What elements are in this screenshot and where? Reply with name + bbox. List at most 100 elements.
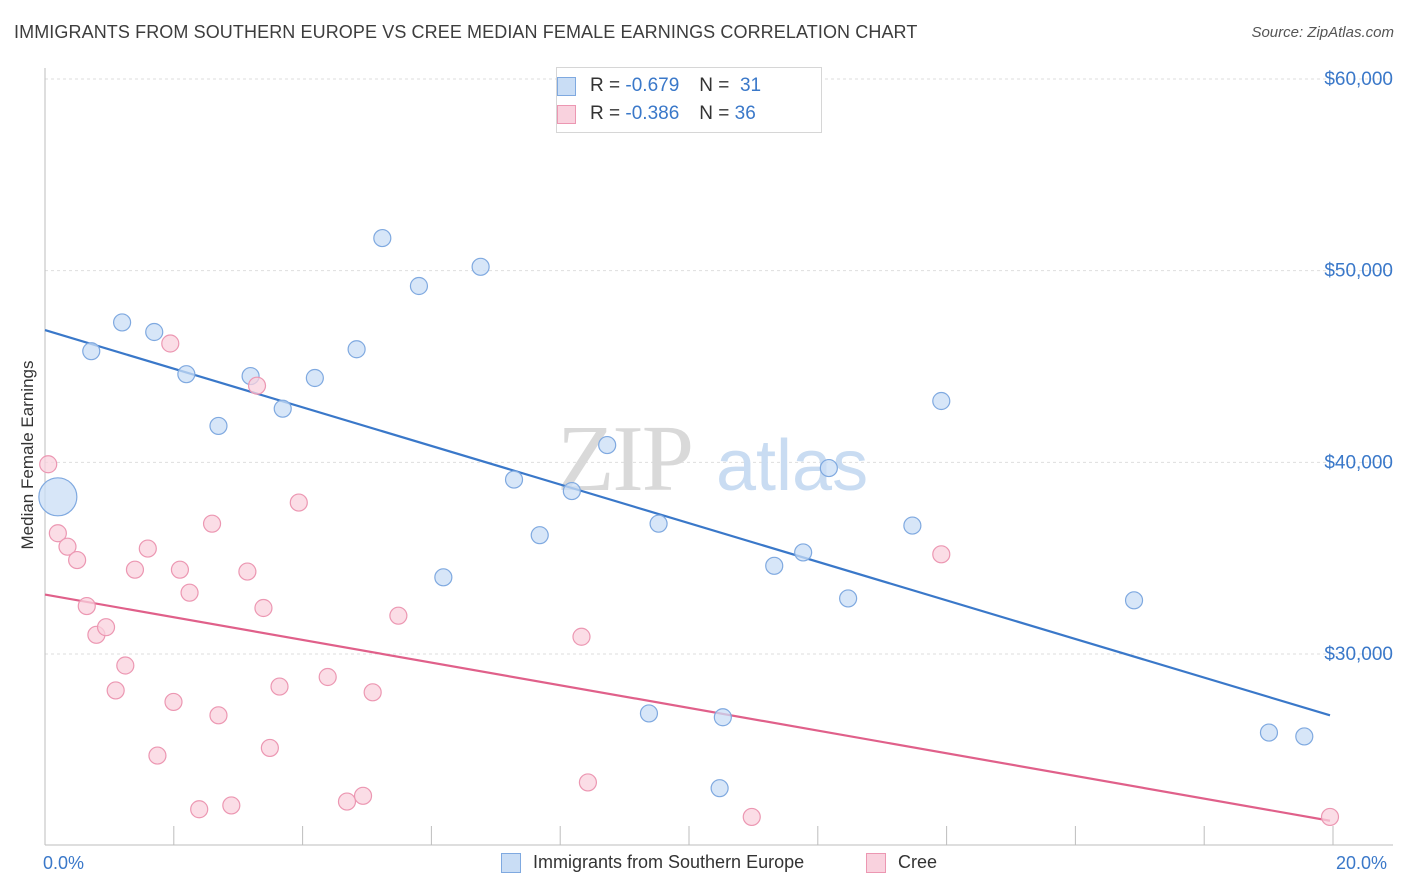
data-point bbox=[839, 589, 858, 608]
data-point bbox=[145, 322, 164, 342]
y-tick-labels: $30,000 $40,000 $50,000 $60,000 bbox=[1324, 69, 1393, 665]
data-point bbox=[106, 681, 125, 700]
data-point bbox=[1124, 591, 1144, 610]
data-point bbox=[161, 334, 180, 353]
data-point bbox=[170, 560, 190, 579]
chart-source: Source: ZipAtlas.com bbox=[1251, 24, 1394, 41]
data-point bbox=[190, 800, 209, 819]
data-point bbox=[471, 257, 490, 276]
y-tick-label: $40,000 bbox=[1324, 452, 1393, 473]
data-point bbox=[138, 539, 157, 558]
data-point bbox=[572, 627, 591, 646]
data-point bbox=[765, 556, 784, 575]
data-point bbox=[58, 537, 77, 556]
series-legend-label: Cree bbox=[898, 852, 938, 872]
data-point bbox=[713, 708, 732, 727]
y-tick-label: $60,000 bbox=[1324, 69, 1393, 90]
data-point bbox=[903, 516, 922, 535]
x-tick-max: 20.0% bbox=[1336, 853, 1388, 873]
data-point bbox=[82, 342, 101, 361]
data-point bbox=[289, 493, 308, 512]
data-point bbox=[222, 796, 241, 815]
data-point bbox=[180, 583, 199, 602]
watermark: ZIP atlas bbox=[557, 407, 868, 511]
legend-r-value: -0.679 bbox=[625, 75, 680, 96]
legend-row-pink: R = -0.386 N = 36 bbox=[557, 101, 756, 127]
data-point bbox=[96, 618, 116, 637]
legend-r-label: R = bbox=[590, 75, 621, 96]
data-point bbox=[1320, 807, 1340, 827]
data-point bbox=[932, 545, 951, 564]
data-point bbox=[305, 368, 324, 388]
data-point bbox=[116, 656, 135, 675]
data-point bbox=[373, 228, 392, 248]
legend-swatch-pink bbox=[557, 104, 576, 124]
data-point bbox=[125, 560, 145, 579]
data-point bbox=[247, 376, 267, 395]
data-point bbox=[598, 435, 617, 455]
chart-title: IMMIGRANTS FROM SOUTHERN EUROPE VS CREE … bbox=[14, 22, 918, 42]
series-swatch-blue bbox=[501, 852, 521, 873]
data-point bbox=[148, 746, 167, 765]
data-points bbox=[38, 228, 1340, 827]
series-swatch-pink bbox=[866, 852, 886, 873]
legend-n-value: 36 bbox=[734, 103, 756, 124]
data-point bbox=[48, 524, 67, 543]
data-point bbox=[1259, 723, 1279, 742]
legend-n-label: N = bbox=[699, 75, 730, 96]
y-tick-label: $30,000 bbox=[1324, 644, 1393, 665]
data-point bbox=[504, 470, 524, 489]
watermark-atlas: atlas bbox=[716, 426, 868, 506]
x-tick-min: 0.0% bbox=[43, 853, 85, 873]
data-point bbox=[389, 606, 408, 625]
data-point bbox=[209, 416, 228, 436]
data-point bbox=[794, 543, 813, 562]
data-point bbox=[260, 738, 279, 758]
y-tick-label: $50,000 bbox=[1324, 261, 1393, 282]
data-point bbox=[710, 779, 729, 798]
data-point bbox=[254, 598, 273, 618]
data-point bbox=[742, 807, 761, 827]
data-point bbox=[68, 550, 87, 570]
trend-line bbox=[44, 329, 1331, 717]
data-point bbox=[273, 399, 292, 418]
data-point bbox=[363, 683, 382, 702]
data-point bbox=[639, 704, 659, 723]
data-point bbox=[649, 514, 668, 533]
data-point bbox=[112, 313, 132, 332]
series-legend-item-cree: Cree bbox=[866, 852, 937, 873]
trend-lines bbox=[44, 329, 1331, 822]
series-legend-label: Immigrants from Southern Europe bbox=[533, 852, 805, 872]
correlation-legend: R = -0.679 N = 31 R = -0.386 N = 36 bbox=[556, 67, 822, 133]
data-point bbox=[177, 365, 196, 384]
data-point bbox=[337, 792, 357, 811]
data-point bbox=[270, 677, 289, 696]
data-point bbox=[819, 458, 838, 478]
data-point bbox=[562, 481, 581, 501]
y-axis-label: Median Female Earnings bbox=[18, 360, 37, 550]
data-point bbox=[209, 706, 228, 725]
data-point bbox=[238, 562, 257, 581]
data-point bbox=[77, 596, 96, 616]
series-legend: Immigrants from Southern Europe Cree bbox=[0, 852, 1406, 878]
series-legend-item-immigrants: Immigrants from Southern Europe bbox=[501, 852, 804, 873]
legend-r-value: -0.386 bbox=[625, 103, 680, 124]
data-point bbox=[38, 477, 78, 517]
data-point bbox=[1295, 727, 1314, 746]
data-point bbox=[164, 692, 183, 712]
data-point bbox=[353, 786, 373, 805]
data-point bbox=[39, 455, 58, 474]
trend-line bbox=[44, 593, 1331, 822]
legend-row-blue: R = -0.679 N = 31 bbox=[557, 73, 762, 99]
data-point bbox=[530, 526, 549, 545]
legend-swatch-blue bbox=[557, 76, 576, 96]
data-point bbox=[202, 514, 222, 533]
data-point bbox=[409, 276, 429, 296]
legend-n-value: 31 bbox=[739, 75, 762, 96]
data-point bbox=[434, 568, 453, 587]
data-point bbox=[318, 667, 337, 687]
data-point bbox=[932, 391, 951, 411]
data-point bbox=[347, 340, 366, 359]
legend-n-label: N = bbox=[699, 103, 730, 124]
